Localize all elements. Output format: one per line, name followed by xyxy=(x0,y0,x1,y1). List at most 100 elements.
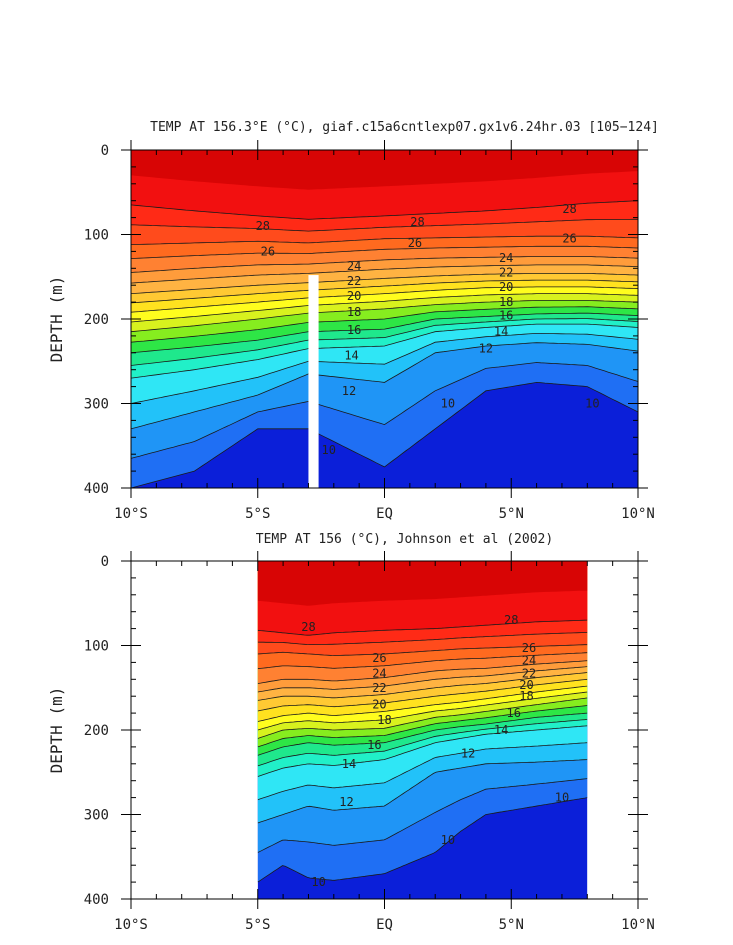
isotherm-11 xyxy=(257,778,588,853)
x-tick-label: EQ xyxy=(376,506,393,522)
isotherm-25 xyxy=(257,652,588,670)
contour-label: 14 xyxy=(494,325,508,339)
isotherm-16 xyxy=(257,712,588,756)
contour-label: 22 xyxy=(347,274,361,288)
contour-label: 20 xyxy=(347,289,361,303)
contour-label: 20 xyxy=(499,280,513,294)
isotherm-10 xyxy=(257,797,588,883)
temperature-field: 28 28262624242222202018181616141412121010… xyxy=(257,561,588,899)
contour-label: 10 xyxy=(311,875,325,889)
contour-label: 12 xyxy=(461,747,475,761)
x-tick-label: 5°S xyxy=(245,917,270,933)
isotherm-21 xyxy=(257,678,588,712)
contour-label: 20 xyxy=(519,678,533,692)
isotherm-28 xyxy=(131,200,638,220)
y-tick-label: 100 xyxy=(84,228,109,244)
isotherm-13 xyxy=(131,332,638,404)
contour-label: 18 xyxy=(499,295,513,309)
contour-label: 26 xyxy=(408,236,422,250)
isotherm-27 xyxy=(257,632,588,645)
contour-label: 18 xyxy=(347,305,361,319)
x-tick-label: 10°S xyxy=(114,917,148,933)
contour-label: 24 xyxy=(372,666,386,680)
contour-label: 28 xyxy=(410,215,424,229)
y-tick-label: 300 xyxy=(84,808,109,824)
y-tick-label: 0 xyxy=(101,554,109,570)
isotherm-12 xyxy=(257,759,588,824)
y-tick-label: 300 xyxy=(84,397,109,413)
isotherm-23 xyxy=(131,264,638,284)
contour-label: 24 xyxy=(522,654,536,668)
isotherm-22 xyxy=(257,672,588,701)
isotherm-10 xyxy=(131,381,638,488)
contour-label: 26 xyxy=(522,641,536,655)
contour-label: 16 xyxy=(367,738,381,752)
x-tick-label: 5°N xyxy=(499,506,524,522)
isotherm-26 xyxy=(131,235,638,245)
isotherm-19 xyxy=(131,293,638,323)
y-tick-label: 0 xyxy=(101,143,109,159)
x-tick-label: 10°N xyxy=(621,506,655,522)
contour-label: 24 xyxy=(499,251,513,265)
isotherm-15 xyxy=(257,719,588,767)
x-tick-label: 10°N xyxy=(621,917,655,933)
contour-label: 28 xyxy=(256,219,270,233)
contour-label: 16 xyxy=(347,323,361,337)
isotherm-18 xyxy=(257,697,588,739)
y-axis-label: DEPTH (m) xyxy=(47,687,66,774)
isotherm-13 xyxy=(257,742,588,801)
x-tick-label: 5°N xyxy=(499,917,524,933)
bottom-panel-observed-temperature: 28 28262624242222202018181616141412121010… xyxy=(47,532,655,933)
isotherm-14 xyxy=(257,725,588,777)
chart-title: TEMP AT 156.3°E (°C), giaf.c15a6cntlexp0… xyxy=(150,120,659,135)
y-tick-label: 400 xyxy=(84,892,109,908)
contour-label: 28 xyxy=(504,613,518,627)
isotherm-24 xyxy=(257,660,588,684)
contour-label: 26 xyxy=(562,232,576,246)
isotherm-12 xyxy=(131,342,638,430)
contour-label: 18 xyxy=(519,689,533,703)
contour-label: 18 xyxy=(377,713,391,727)
x-tick-label: 10°S xyxy=(114,506,148,522)
contour-label: 28 xyxy=(562,202,576,216)
isotherm-24 xyxy=(131,256,638,273)
contour-label: 22 xyxy=(499,266,513,280)
y-tick-label: 200 xyxy=(84,723,109,739)
contour-label: 26 xyxy=(372,651,386,665)
contour-label: 26 xyxy=(261,244,275,258)
contour-label: 28 xyxy=(301,620,315,634)
contour-label: 10 xyxy=(322,443,336,457)
contour-label: 16 xyxy=(507,706,521,720)
contour-label: 22 xyxy=(522,666,536,680)
isotherm-19 xyxy=(257,691,588,731)
contour-label: 14 xyxy=(344,348,358,362)
contour-label: 24 xyxy=(347,259,361,273)
y-tick-label: 200 xyxy=(84,312,109,328)
contour-label: 12 xyxy=(479,342,493,356)
isotherm-23 xyxy=(257,666,588,693)
isotherm-17 xyxy=(257,705,588,748)
isotherm-20 xyxy=(131,286,638,313)
contour-label: 20 xyxy=(372,698,386,712)
isotherm-22 xyxy=(131,272,638,294)
missing-data-strip xyxy=(308,275,319,488)
isotherm-25 xyxy=(131,245,638,259)
contour-label: 10 xyxy=(555,791,569,805)
isotherm-26 xyxy=(257,644,588,657)
contour-label: 12 xyxy=(339,795,353,809)
isotherm-20 xyxy=(257,685,588,722)
x-tick-label: EQ xyxy=(376,917,393,933)
isotherm-21 xyxy=(131,279,638,304)
contour-label: 14 xyxy=(342,757,356,771)
y-axis-label: DEPTH (m) xyxy=(47,276,66,363)
isotherm-27 xyxy=(131,218,638,232)
contour-label: 10 xyxy=(441,833,455,847)
y-tick-label: 100 xyxy=(84,639,109,655)
isotherm-28 xyxy=(257,619,588,636)
contour-label: 10 xyxy=(441,397,455,411)
isotherm-14 xyxy=(131,323,638,379)
temperature-band-29 xyxy=(257,561,588,606)
isotherm-18 xyxy=(131,299,638,333)
contour-label: 10 xyxy=(585,397,599,411)
